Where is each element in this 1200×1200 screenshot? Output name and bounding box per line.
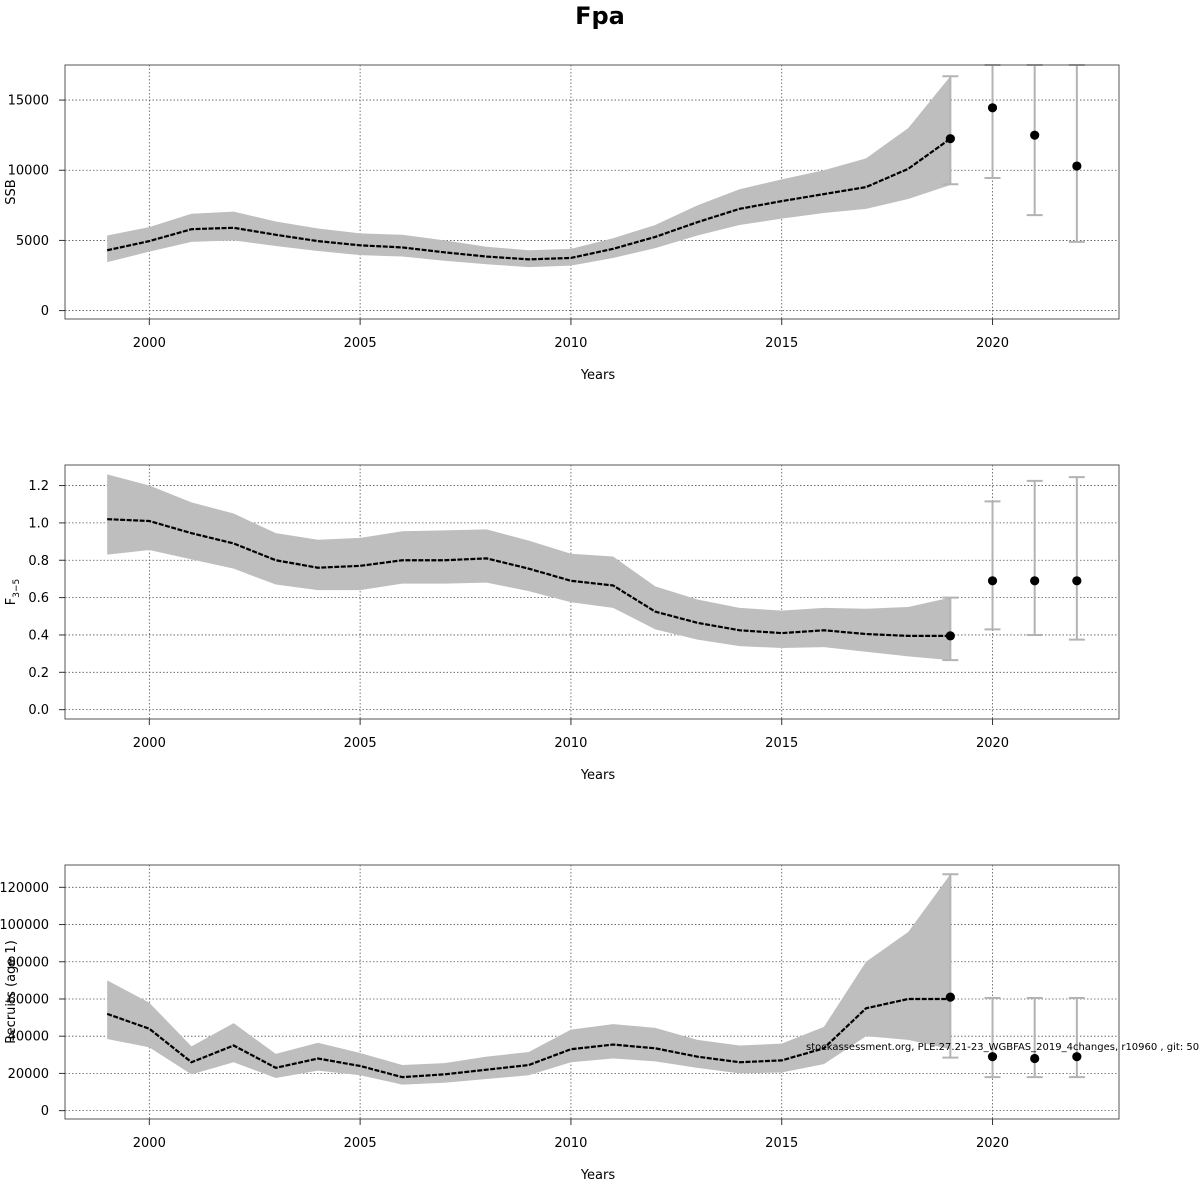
forecast-point <box>945 992 955 1002</box>
x-tick-label: 2000 <box>133 1136 166 1151</box>
x-tick-label: 2020 <box>976 336 1009 351</box>
panel-ssb: 2000 2005 2010 2015 2020 0 5000 10000 15000 Years… <box>4 64 1120 383</box>
y-tick-label: 1.2 <box>28 479 49 494</box>
x-axis-label: Years <box>580 1168 616 1183</box>
y-tick-label: 0 <box>41 1104 49 1119</box>
y-tick-label: 120000 <box>0 881 49 896</box>
x-tick-label: 2010 <box>554 336 587 351</box>
forecast-point <box>987 103 998 113</box>
y-tick-label: 5000 <box>16 234 49 249</box>
confidence-band <box>107 874 951 1085</box>
x-axis-label: Years <box>580 768 616 783</box>
forecast-point <box>987 1052 998 1062</box>
forecast-point <box>1030 130 1040 140</box>
forecast-point <box>987 576 998 586</box>
x-tick-label: 2005 <box>344 736 377 751</box>
confidence-band <box>107 76 951 268</box>
panel-recruits: 2000 2005 2010 2015 2020 0 20000 40000 60000 8000… <box>0 864 1120 1183</box>
y-tick-label: 20000 <box>8 1067 49 1082</box>
panel-fbar: 2000 2005 2010 2015 2020 0.0 0.2 0.4 0.6 0.8 1.0 1.… <box>4 464 1120 783</box>
y-tick-label: 0.8 <box>28 554 49 569</box>
y-tick-label: 40000 <box>8 1030 49 1045</box>
y-tick-label: 80000 <box>8 955 49 970</box>
figure-title: Fpa <box>575 2 625 30</box>
y-axis-label: SSB <box>4 179 19 204</box>
estimate-line <box>106 997 951 1079</box>
x-tick-label: 2005 <box>344 1136 377 1151</box>
forecast-point <box>1072 1052 1082 1062</box>
y-tick-label: 15000 <box>8 94 49 109</box>
forecast-point <box>1072 576 1082 586</box>
y-tick-label: 100000 <box>0 918 49 933</box>
forecast-point <box>1030 1053 1040 1064</box>
x-tick-label: 2000 <box>133 736 166 751</box>
x-tick-label: 2005 <box>344 336 377 351</box>
y-tick-label: 1.0 <box>28 516 49 531</box>
y-tick-label: 0.2 <box>28 666 49 681</box>
x-tick-label: 2015 <box>765 1136 798 1151</box>
x-tick-label: 2010 <box>554 1136 587 1151</box>
y-tick-label: 0.4 <box>28 628 49 643</box>
forecast-point <box>945 134 955 144</box>
x-tick-label: 2015 <box>765 736 798 751</box>
estimate-line <box>106 137 952 261</box>
x-tick-label: 2000 <box>133 336 166 351</box>
forecast-point <box>1030 576 1040 586</box>
confidence-band <box>107 474 951 661</box>
x-axis-label: Years <box>580 368 616 383</box>
y-tick-label: 60000 <box>8 992 49 1007</box>
y-tick-label: 0 <box>41 304 49 319</box>
y-axis-label: Recruits (age 1) <box>4 940 19 1044</box>
y-tick-label: 10000 <box>8 164 49 179</box>
footnote: stockassessment.org, PLE.27.21-23_WGBFAS… <box>806 1042 1200 1053</box>
x-tick-label: 2020 <box>976 736 1009 751</box>
y-tick-label: 0.0 <box>28 703 49 718</box>
panel-frame <box>64 64 1120 320</box>
forecast-point <box>1072 161 1082 171</box>
x-tick-label: 2020 <box>976 1136 1009 1151</box>
panel-frame <box>64 864 1120 1120</box>
forecast-point <box>945 631 955 641</box>
estimate-line <box>107 518 951 637</box>
x-tick-label: 2010 <box>554 736 587 751</box>
panel-frame <box>64 464 1120 720</box>
y-axis-label: F3−5 <box>4 579 22 605</box>
y-tick-label: 0.6 <box>28 591 49 606</box>
x-tick-label: 2015 <box>765 336 798 351</box>
